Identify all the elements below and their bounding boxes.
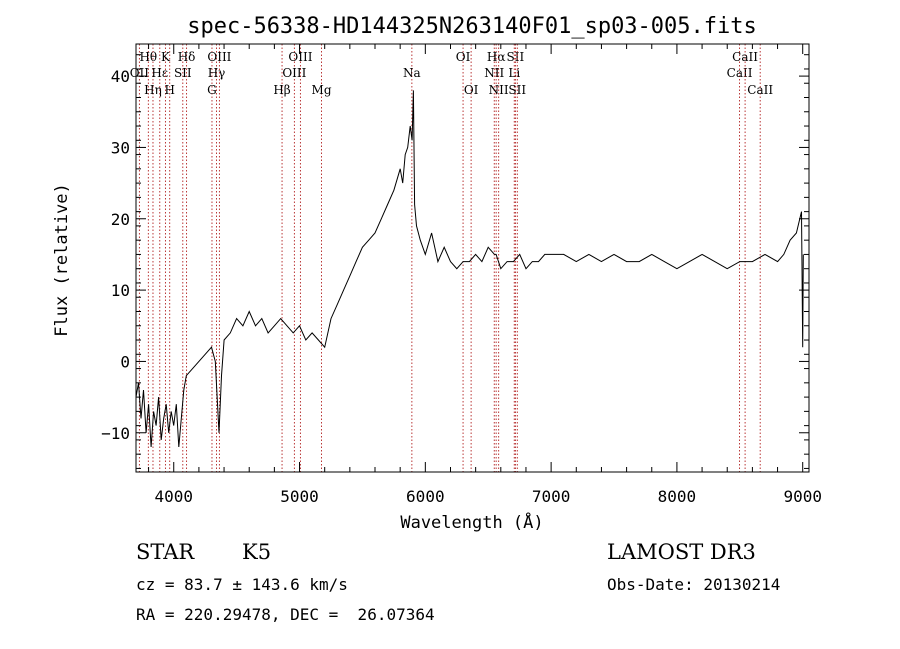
spectral-line-label-17: OI xyxy=(464,83,479,97)
spectral-line-label-11: Hβ xyxy=(273,83,290,97)
axis-ticks-layer: 4000 5000 6000 7000 8000 9000 −10 0 10 20 30 40 xyxy=(101,44,822,506)
y-tick-label-0: −10 xyxy=(101,424,130,443)
x-tick-label-2: 6000 xyxy=(406,487,445,506)
spectral-line-label-1: Hθ xyxy=(139,50,157,64)
y-tick-label-3: 20 xyxy=(111,210,130,229)
survey-name: LAMOST DR3 xyxy=(607,540,756,564)
spectral-line-label-15: Na xyxy=(403,66,421,80)
object-class: STAR xyxy=(136,540,195,564)
spectral-line-label-14: Mg xyxy=(312,83,332,97)
spectral-line-label-23: SII xyxy=(508,83,526,97)
spectral-lines-layer: OIIHθHηHεKHSIIHδGHγOIIIHβOIIIOIIIMgNaOIO… xyxy=(130,44,773,472)
spectral-line-label-8: G xyxy=(207,83,217,97)
spectral-line-label-0: OII xyxy=(130,66,150,80)
spectral-line-label-19: Hα xyxy=(487,50,506,64)
spectral-line-label-25: CaII xyxy=(732,50,758,64)
redshift-readout: cz = 83.7 ± 143.6 km/s xyxy=(136,575,348,594)
x-tick-label-0: 4000 xyxy=(154,487,193,506)
y-tick-label-4: 30 xyxy=(111,138,130,157)
spectral-line-label-16: OI xyxy=(456,50,471,64)
spectrum-line xyxy=(135,90,804,448)
spectral-line-label-6: SII xyxy=(174,66,192,80)
x-tick-label-5: 9000 xyxy=(783,487,822,506)
spectrum-layer xyxy=(135,90,804,448)
spectral-line-label-3: Hε xyxy=(151,66,168,80)
spectral-line-label-2: Hη xyxy=(144,83,162,97)
spectral-line-label-10: OIII xyxy=(207,50,231,64)
spectral-line-label-4: K xyxy=(161,50,171,64)
y-tick-label-5: 40 xyxy=(111,67,130,86)
spectral-line-label-24: CaII xyxy=(727,66,753,80)
x-tick-label-1: 5000 xyxy=(280,487,319,506)
y-tick-label-2: 10 xyxy=(111,281,130,300)
coordinates-readout: RA = 220.29478, DEC = 26.07364 xyxy=(136,605,435,624)
spectral-line-label-12: OIII xyxy=(282,66,306,80)
plot-frame xyxy=(135,43,810,473)
x-axis-label: Wavelength (Å) xyxy=(400,511,543,533)
x-tick-label-4: 8000 xyxy=(658,487,697,506)
spectral-line-label-26: CaII xyxy=(747,83,773,97)
spectral-line-label-18: NII xyxy=(484,66,504,80)
spectral-line-label-13: OIII xyxy=(288,50,312,64)
spectral-line-label-21: Li xyxy=(508,66,520,80)
spectral-line-label-7: Hδ xyxy=(178,50,196,64)
object-subclass: K5 xyxy=(242,540,272,564)
spectral-line-label-22: SII xyxy=(507,50,525,64)
chart-title: spec-56338-HD144325N263140F01_sp03-005.f… xyxy=(187,14,757,39)
spectral-line-label-9: Hγ xyxy=(208,66,226,80)
y-axis-label: Flux (relative) xyxy=(52,183,72,337)
spectral-line-label-5: H xyxy=(164,83,174,97)
x-tick-label-3: 7000 xyxy=(532,487,571,506)
spectral-line-label-20: NII xyxy=(489,83,509,97)
observation-date: Obs-Date: 20130214 xyxy=(607,575,781,594)
y-tick-label-1: 0 xyxy=(120,352,130,371)
